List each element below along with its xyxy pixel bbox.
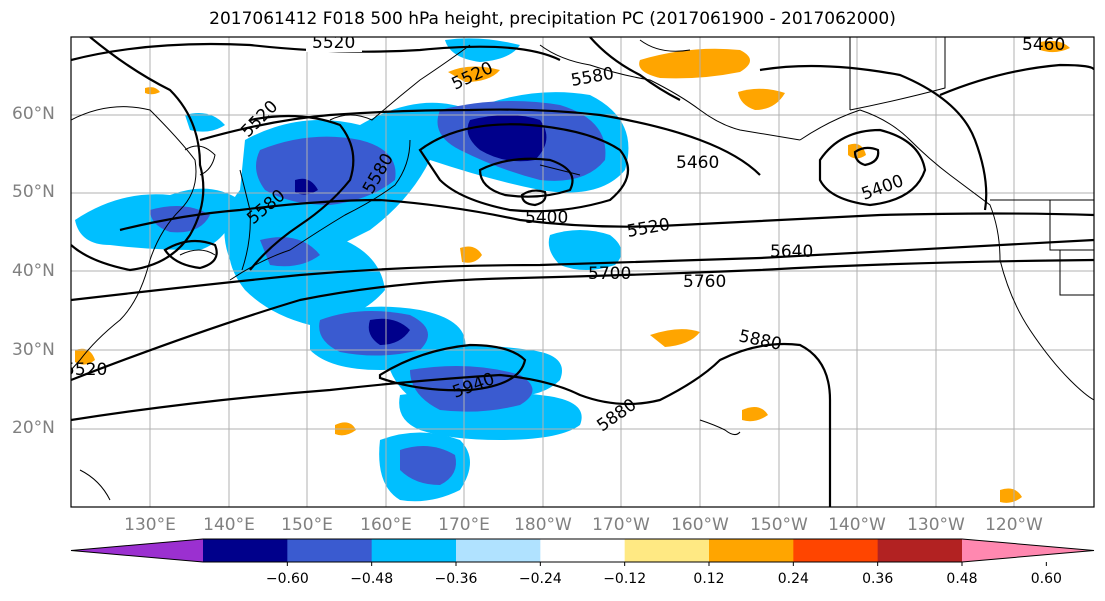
lon-label-140e: 140°E: [203, 515, 255, 535]
lat-label-50n: 50°N: [12, 182, 55, 202]
colorbar-tick-label: −0.12: [603, 571, 647, 587]
contour-label-5400-low: 5400: [525, 208, 568, 228]
lon-label-160w: 160°W: [671, 515, 729, 535]
contour-label-5460-aleutian: 5460: [676, 153, 719, 173]
contour-label-5760: 5760: [683, 272, 726, 292]
lon-label-170w: 170°W: [592, 515, 650, 535]
contour-label-5640: 5640: [770, 242, 813, 262]
map-frame: [70, 36, 1095, 508]
lon-label-160e: 160°E: [360, 515, 412, 535]
colorbar-tick-label: 0.12: [693, 571, 725, 587]
lon-label-130w: 130°W: [907, 515, 965, 535]
lon-label-130e: 130°E: [124, 515, 176, 535]
lon-label-140w: 140°W: [828, 515, 886, 535]
colorbar-swatch: [624, 539, 710, 562]
lon-label-150e: 150°E: [281, 515, 333, 535]
lat-label-30n: 30°N: [12, 340, 55, 360]
lat-label-20n: 20°N: [12, 418, 55, 438]
contour-label-5520-top: 5520: [312, 33, 355, 53]
colorbar-extend-low: [71, 539, 203, 562]
colorbar-swatch: [203, 539, 288, 562]
colorbar: [70, 538, 1095, 566]
lon-label-170e: 170°E: [438, 515, 490, 535]
colorbar-swatch: [287, 539, 373, 562]
colorbar-outline: [70, 538, 1095, 563]
map-area: 5520 5520 5580 5520 5580 5580 5460 5400 …: [64, 33, 1094, 507]
colorbar-swatch: [540, 539, 626, 562]
colorbar-tick-label: −0.24: [518, 571, 562, 587]
contour-label-5700: 5700: [588, 264, 631, 284]
contour-label-5520-edge: 5520: [64, 360, 107, 380]
colorbar-swatch: [456, 539, 541, 562]
colorbar-tick-label: 0.48: [946, 571, 978, 587]
map-title: 2017061412 F018 500 hPa height, precipit…: [209, 9, 896, 29]
contour-label-5460-corner: 5460: [1022, 35, 1065, 55]
precip-positive-shading: [75, 40, 1070, 503]
colorbar-tick-label: 0.60: [1030, 571, 1062, 587]
coastlines: [71, 37, 1094, 501]
colorbar-extend-high: [962, 539, 1094, 562]
colorbar-swatch: [877, 539, 963, 562]
colorbar-tick-label: −0.60: [265, 571, 309, 587]
graticule: [71, 37, 1094, 507]
colorbar-swatch: [793, 539, 879, 562]
lon-label-180w: 180°W: [514, 515, 572, 535]
lat-label-40n: 40°N: [12, 261, 55, 281]
lat-label-60n: 60°N: [12, 104, 55, 124]
colorbar-tick-label: −0.48: [350, 571, 394, 587]
colorbar-swatch: [371, 539, 457, 562]
colorbar-tick-label: −0.36: [434, 571, 478, 587]
colorbar-tick-label: 0.24: [777, 571, 809, 587]
lon-label-120w: 120°W: [985, 515, 1043, 535]
colorbar-tick-label: 0.36: [862, 571, 894, 587]
colorbar-swatch: [709, 539, 794, 562]
lon-label-150w: 150°W: [750, 515, 808, 535]
